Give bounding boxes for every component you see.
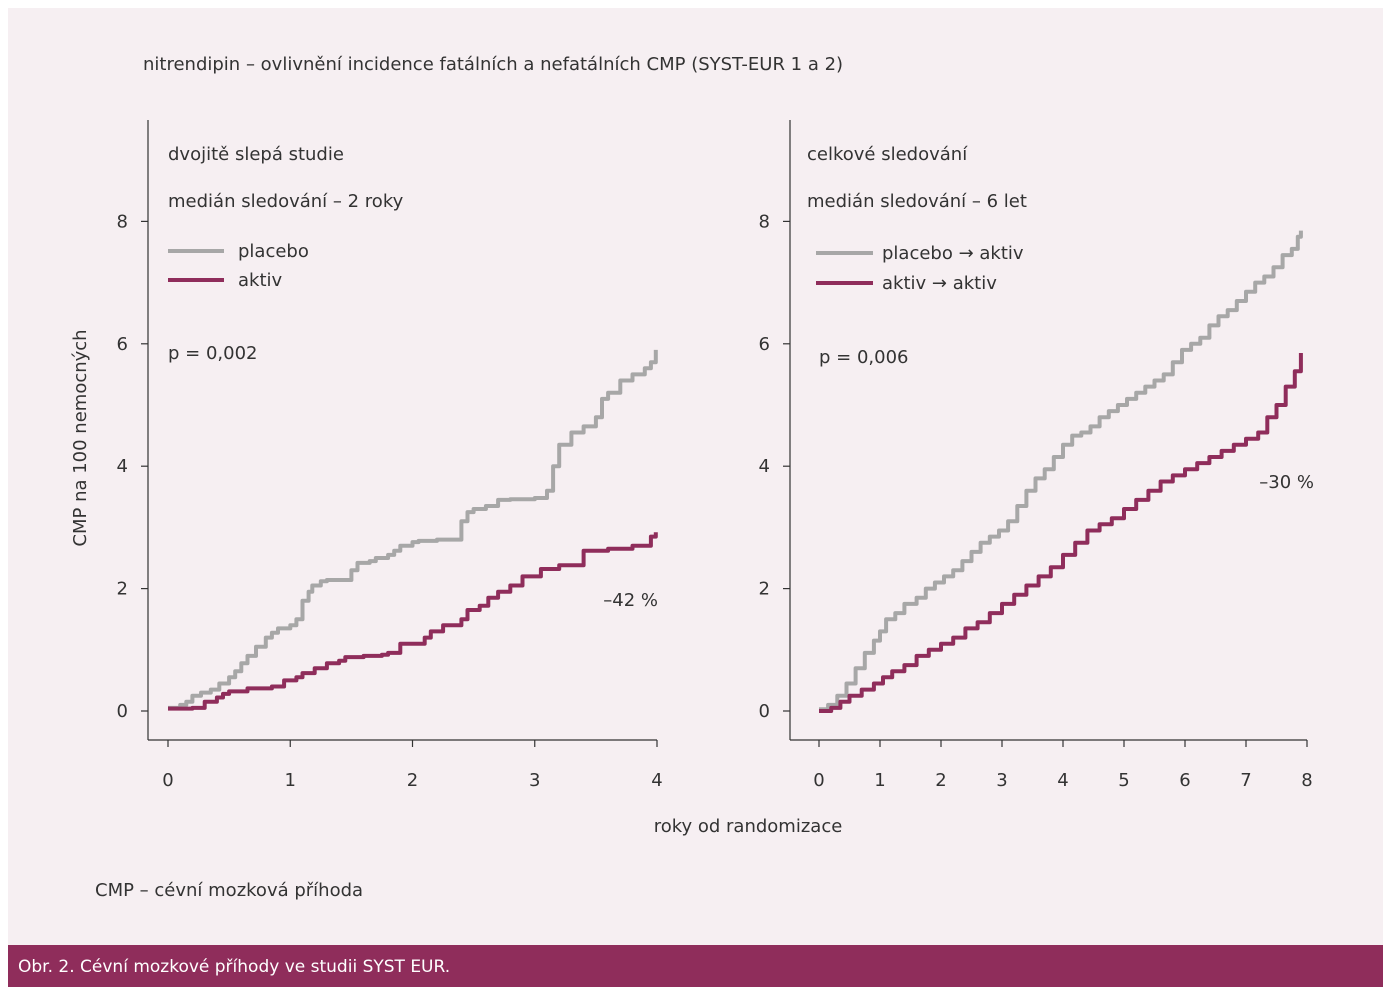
series-line-aktiv: [168, 532, 658, 711]
reduction-label: –42 %: [603, 590, 658, 611]
panel-heading: dvojitě slepá studie: [168, 144, 344, 165]
x-tick-label: 1: [285, 770, 296, 791]
series-line-placebo: [819, 230, 1303, 712]
legend-label-placebo: placebo: [238, 241, 309, 262]
y-tick-label: 4: [117, 456, 128, 477]
x-tick-label: 4: [651, 770, 662, 791]
chart-total-follow-up: 0 2 4 6 8 0 1 2 3 4 5 6 7 8 celkové sledování medián sl…: [759, 120, 1314, 791]
x-tick-label: 6: [1179, 770, 1190, 791]
reduction-label: –30 %: [1259, 472, 1314, 493]
y-tick-label: 0: [117, 701, 128, 722]
legend-label-aktiv: aktiv: [238, 270, 283, 291]
x-tick-label: 4: [1057, 770, 1068, 791]
x-tick-label: 3: [529, 770, 540, 791]
y-tick-label: 4: [759, 456, 770, 477]
x-tick-label: 3: [996, 770, 1007, 791]
y-tick-label: 8: [117, 211, 128, 232]
x-tick-label: 0: [162, 770, 173, 791]
p-value-label: p = 0,002: [168, 343, 257, 364]
footnote: CMP – cévní mozková příhoda: [95, 880, 363, 901]
x-tick-label: 1: [874, 770, 885, 791]
panel-heading: celkové sledování: [807, 144, 968, 165]
x-tick-label: 8: [1301, 770, 1312, 791]
chart-double-blind: 0 2 4 6 8 0 1 2 3 4 dvojitě slepá studie medián sle…: [117, 120, 663, 791]
y-tick-label: 6: [759, 334, 770, 355]
x-axis-label: roky od randomizace: [654, 816, 843, 837]
legend-label-aktiv: aktiv → aktiv: [882, 273, 997, 294]
y-tick-label: 6: [117, 334, 128, 355]
y-axis-label: CMP na 100 nemocných: [70, 329, 91, 546]
y-tick-label: 2: [759, 579, 770, 600]
panel-subheading: medián sledování – 6 let: [807, 191, 1027, 212]
caption-bar: Obr. 2. Cévní mozkové příhody ve studii …: [8, 945, 1383, 987]
y-tick-label: 0: [759, 701, 770, 722]
chart-canvas: nitrendipin – ovlivnění incidence fatáln…: [70, 54, 1314, 901]
x-tick-label: 2: [407, 770, 418, 791]
p-value-label: p = 0,006: [819, 347, 908, 368]
x-tick-label: 2: [935, 770, 946, 791]
figure-caption: Obr. 2. Cévní mozkové příhody ve studii …: [18, 957, 451, 977]
legend-label-placebo: placebo → aktiv: [882, 243, 1024, 264]
figure-title: nitrendipin – ovlivnění incidence fatáln…: [143, 54, 843, 75]
y-tick-label: 8: [759, 211, 770, 232]
x-tick-label: 5: [1118, 770, 1129, 791]
x-tick-label: 7: [1240, 770, 1251, 791]
series-line-aktiv: [819, 353, 1303, 713]
figure-panel: nitrendipin – ovlivnění incidence fatáln…: [8, 8, 1383, 945]
y-tick-label: 2: [117, 579, 128, 600]
panel-subheading: medián sledování – 2 roky: [168, 191, 404, 212]
series-line-placebo: [168, 349, 658, 710]
x-tick-label: 0: [813, 770, 824, 791]
